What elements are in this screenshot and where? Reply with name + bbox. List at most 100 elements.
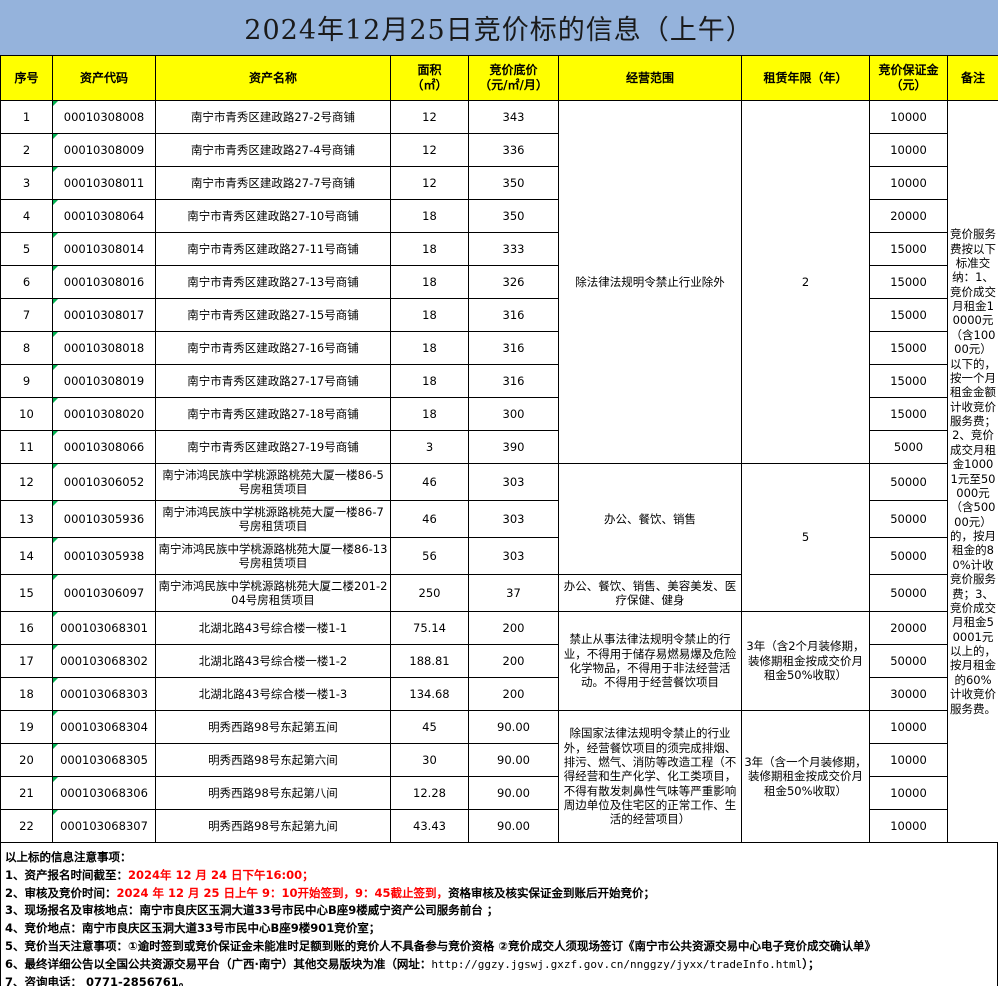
cell-area: 18 — [390, 298, 469, 332]
cell-asset-code: 00010308014 — [52, 232, 156, 266]
cell-deposit: 15000 — [869, 265, 948, 299]
cell-deposit: 15000 — [869, 331, 948, 365]
cell-floor-price: 390 — [468, 430, 559, 464]
cell-asset-code: 00010306097 — [52, 574, 156, 612]
cell-index: 8 — [0, 331, 53, 365]
cell-area: 18 — [390, 397, 469, 431]
cell-area: 18 — [390, 199, 469, 233]
cell-asset-code: 00010305938 — [52, 537, 156, 575]
note-1-deadline: 2024年 12 月 24 日下午16:00； — [128, 867, 314, 882]
table-row: 22 000103068307 明秀西路98号东起第九间 43.43 90.00 1000… — [0, 809, 998, 843]
cell-asset-name: 南宁沛鸿民族中学桃源路桃苑大厦一楼86-13号房租赁项目 — [155, 537, 391, 575]
cell-asset-name: 明秀西路98号东起第九间 — [155, 809, 391, 843]
cell-lease-term: 5 — [741, 463, 870, 612]
cell-asset-name: 南宁市青秀区建政路27-10号商铺 — [155, 199, 391, 233]
col-header-asset-code: 资产代码 — [52, 55, 156, 101]
cell-area: 46 — [390, 463, 469, 501]
table-row: 12 00010306052 南宁沛鸿民族中学桃源路桃苑大厦一楼86-5号房租赁项目… — [0, 463, 998, 612]
error-flag-icon — [53, 431, 58, 436]
note-6-prefix: 6、最终详细公告以全国公共资源交易平台（广西·南宁）其他交易版块为准（网址： — [5, 956, 432, 971]
error-flag-icon — [53, 167, 58, 172]
note-item-5: 5、竞价当天注意事项：①逾时签到或竞价保证金未能准时足额到账的竞价人不具备参与竞… — [5, 939, 876, 954]
cell-business-scope: 办公、餐饮、销售 — [558, 463, 742, 575]
cell-index: 19 — [0, 710, 53, 744]
error-flag-icon — [53, 398, 58, 403]
note-item-6: 6、最终详细公告以全国公共资源交易平台（广西·南宁）其他交易版块为准（网址：ht… — [5, 956, 993, 974]
cell-asset-name: 南宁沛鸿民族中学桃源路桃苑大厦二楼201-204号房租赁项目 — [155, 574, 391, 612]
cell-asset-code: 00010308016 — [52, 265, 156, 299]
cell-asset-name: 南宁市青秀区建政路27-2号商铺 — [155, 100, 391, 134]
error-flag-icon — [53, 266, 58, 271]
table-row: 19 000103068304 明秀西路98号东起第五间 45 90.00 除国家法律法规… — [0, 710, 998, 843]
cell-index: 4 — [0, 199, 53, 233]
cell-index: 12 — [0, 463, 53, 501]
note-6-suffix: ）； — [802, 956, 820, 971]
cell-floor-price: 200 — [468, 644, 559, 678]
cell-deposit: 15000 — [869, 298, 948, 332]
cell-floor-price: 303 — [468, 537, 559, 575]
table-row: 7 00010308017 南宁市青秀区建政路27-15号商铺 18 316 15000 — [0, 298, 998, 332]
cell-remark: 竞价服务费按以下标准交纳：1、竞价成交月租金10000元（含10000元）以下的… — [947, 100, 998, 843]
cell-index: 13 — [0, 500, 53, 538]
cell-floor-price: 90.00 — [468, 743, 559, 777]
cell-deposit: 15000 — [869, 232, 948, 266]
error-flag-icon — [53, 464, 58, 469]
col-header-lease-term: 租赁年限（年） — [741, 55, 870, 101]
cell-area: 75.14 — [390, 611, 469, 645]
cell-asset-code: 00010308018 — [52, 331, 156, 365]
cell-asset-code: 00010308011 — [52, 166, 156, 200]
table-row: 20 000103068305 明秀西路98号东起第六间 30 90.00 10000 — [0, 743, 998, 777]
error-flag-icon — [53, 711, 58, 716]
cell-floor-price: 316 — [468, 331, 559, 365]
cell-index: 22 — [0, 809, 53, 843]
cell-index: 7 — [0, 298, 53, 332]
table-row: 10 00010308020 南宁市青秀区建政路27-18号商铺 18 300 15000 — [0, 397, 998, 431]
cell-floor-price: 350 — [468, 199, 559, 233]
note-item-1: 1、资产报名时间截至：2024年 12 月 24 日下午16:00； — [5, 867, 993, 885]
cell-lease-term: 3年（含2个月装修期，装修期租金按成交价月租金50%收取） — [741, 611, 870, 711]
cell-asset-name: 南宁沛鸿民族中学桃源路桃苑大厦一楼86-7号房租赁项目 — [155, 500, 391, 538]
table-row: 4 00010308064 南宁市青秀区建政路27-10号商铺 18 350 20000 — [0, 199, 998, 233]
cell-asset-code: 000103068305 — [52, 743, 156, 777]
cell-asset-name: 北湖北路43号综合楼一楼1-3 — [155, 677, 391, 711]
cell-area: 46 — [390, 500, 469, 538]
cell-area: 18 — [390, 331, 469, 365]
cell-index: 3 — [0, 166, 53, 200]
cell-asset-name: 南宁市青秀区建政路27-4号商铺 — [155, 133, 391, 167]
cell-floor-price: 316 — [468, 298, 559, 332]
cell-asset-code: 00010308066 — [52, 430, 156, 464]
col-header-area-line2: （㎡） — [411, 78, 448, 92]
error-flag-icon — [53, 678, 58, 683]
cell-asset-code: 000103068304 — [52, 710, 156, 744]
note-2-time: 2024 年 12 月 25 日上午 9：10开始签到，9：45截止签到， — [116, 885, 449, 900]
cell-asset-name: 南宁市青秀区建政路27-15号商铺 — [155, 298, 391, 332]
cell-deposit: 10000 — [869, 100, 948, 134]
col-header-deposit: 竞价保证金 （元） — [869, 55, 948, 101]
cell-floor-price: 90.00 — [468, 809, 559, 843]
error-flag-icon — [53, 612, 58, 617]
cell-index: 5 — [0, 232, 53, 266]
note-item-3: 3、现场报名及审核地点：南宁市良庆区玉洞大道33号市民中心B座9楼威宁资产公司服… — [5, 903, 499, 918]
col-header-remark: 备注 — [947, 55, 998, 101]
cell-index: 16 — [0, 611, 53, 645]
col-header-area-line1: 面积 — [417, 63, 442, 77]
note-6-url[interactable]: http://ggzy.jgswj.gxzf.gov.cn/nnggzy/jyx… — [431, 957, 803, 971]
cell-asset-name: 北湖北路43号综合楼一楼1-2 — [155, 644, 391, 678]
cell-floor-price: 303 — [468, 500, 559, 538]
cell-asset-name: 南宁市青秀区建政路27-17号商铺 — [155, 364, 391, 398]
cell-area: 12.28 — [390, 776, 469, 810]
col-header-index: 序号 — [0, 55, 53, 101]
cell-business-scope: 除国家法律法规明令禁止的行业外，经营餐饮项目的须完成排烟、排污、燃气、消防等改造… — [558, 710, 742, 843]
table-row: 13 00010305936 南宁沛鸿民族中学桃源路桃苑大厦一楼86-7号房租赁项目… — [0, 500, 998, 538]
cell-asset-name: 明秀西路98号东起第八间 — [155, 776, 391, 810]
error-flag-icon — [53, 645, 58, 650]
cell-index: 1 — [0, 100, 53, 134]
cell-asset-name: 北湖北路43号综合楼一楼1-1 — [155, 611, 391, 645]
cell-index: 10 — [0, 397, 53, 431]
table-row: 1 00010308008 南宁市青秀区建政路27-2号商铺 12 343 除法律法规明令… — [0, 100, 998, 843]
cell-asset-code: 00010308020 — [52, 397, 156, 431]
cell-floor-price: 316 — [468, 364, 559, 398]
note-item-7: 7、咨询电话： 0771-2856761。 — [5, 974, 191, 986]
note-item-4: 4、竞价地点：南宁市良庆区玉洞大道33号市民中心B座9楼901竞价室； — [5, 921, 381, 936]
